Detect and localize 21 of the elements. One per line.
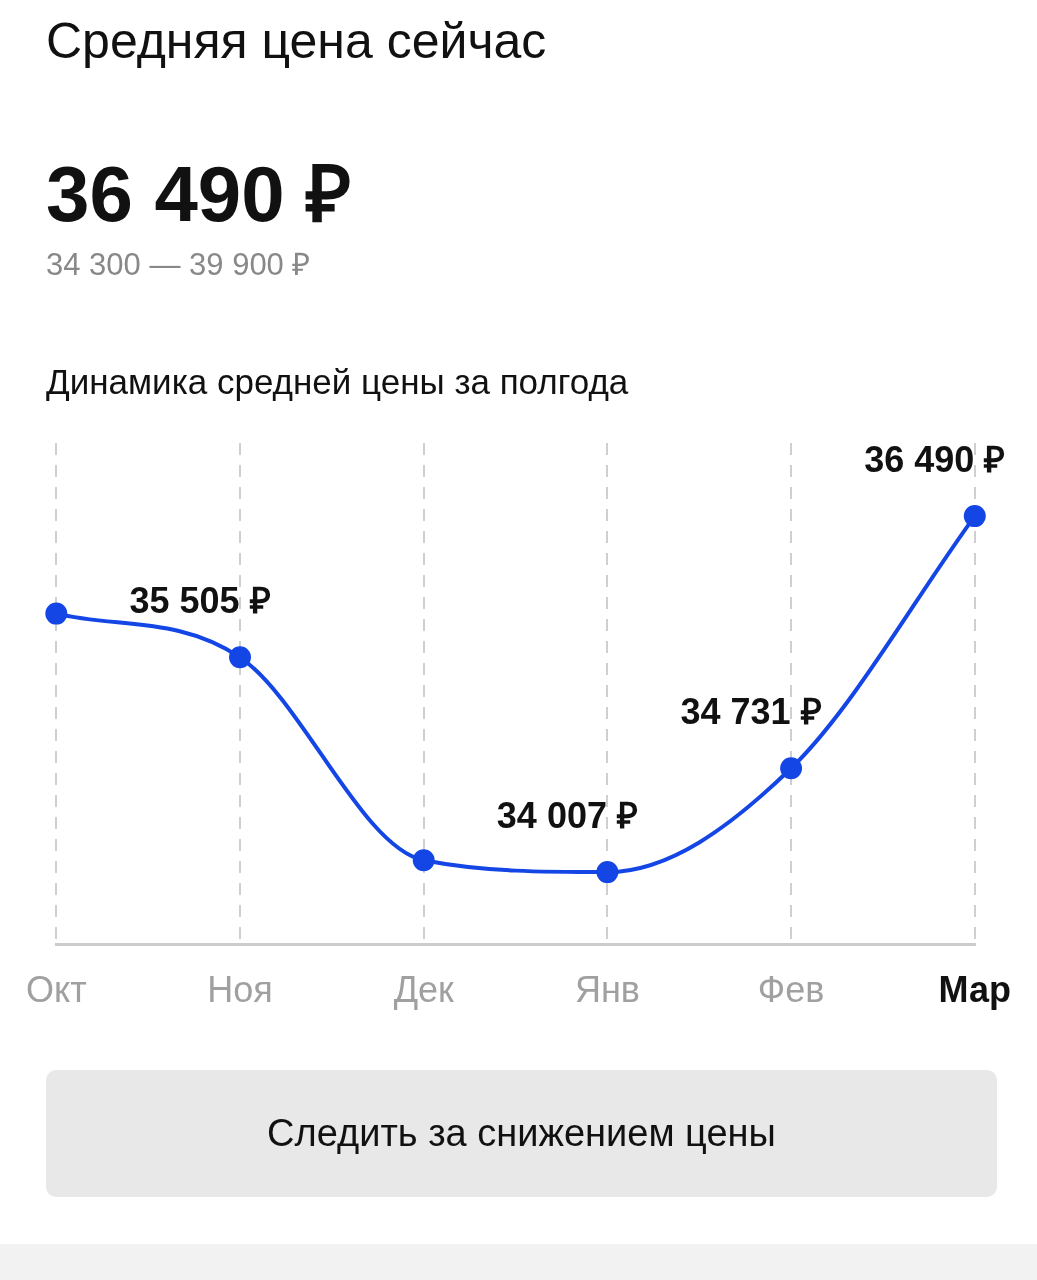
x-tick-label: Янв [574,969,640,1011]
point [45,602,68,625]
data-label: 36 490 ₽ [864,439,1006,481]
data-label: 34 007 ₽ [496,795,638,837]
x-tick-label: Окт [25,969,87,1011]
point [780,757,803,780]
text: 34 300 — 39 900 ₽ [46,246,311,284]
data-label: 34 731 ₽ [680,691,822,733]
point [963,505,986,528]
chart-subtitle: 36 490 ₽ [46,149,352,240]
chart-title: Средняя цена сейчас [46,12,547,70]
button: Следить за снижением цены [46,1070,997,1197]
x-tick-label: Ноя [207,969,273,1011]
point [412,849,435,872]
point [596,861,619,884]
x-tick-label: Фев [757,969,825,1011]
point [229,646,252,669]
x-tick-label: Мар [938,969,1012,1011]
text: Динамика средней цены за полгода [46,362,629,402]
data-label: 35 505 ₽ [129,580,271,622]
x-tick-label: Дек [393,969,455,1011]
